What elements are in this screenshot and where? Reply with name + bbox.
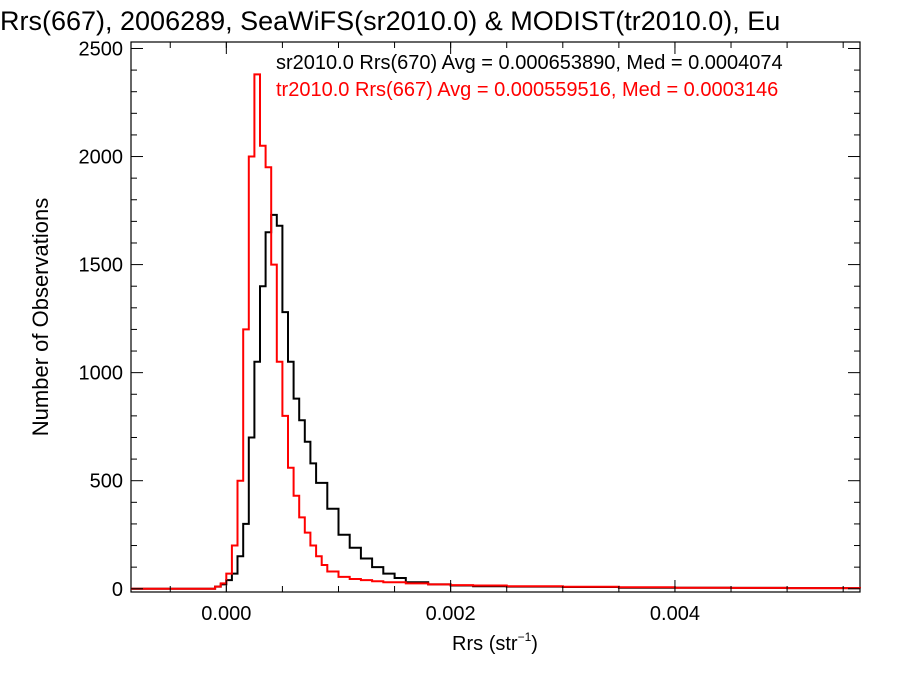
x-tick-label: 0.000 [201,603,251,625]
x-axis-label: Rrs (str−1) [452,630,538,655]
y-tick-label: 1500 [79,255,124,277]
y-tick-label: 500 [90,471,123,493]
legend-entry-black: sr2010.0 Rrs(670) Avg = 0.000653890, Med… [276,52,783,74]
y-tick-label: 1000 [79,363,124,385]
y-axis: 0 500 1000 1500 2000 2500 [79,38,860,601]
series-line-red [131,73,861,590]
y-axis-label: Number of Observations [28,198,53,436]
x-tick-label: 0.002 [426,603,476,625]
y-tick-label: 0 [112,579,123,601]
plot-frame [130,41,861,593]
legend-entry-red: tr2010.0 Rrs(667) Avg = 0.000559516, Med… [276,79,778,101]
x-tick-label: 0.004 [650,603,700,625]
y-tick-label: 2500 [79,38,124,60]
y-tick-label: 2000 [79,147,124,169]
series-lines [131,73,861,590]
chart-title: Rrs(667), 2006289, SeaWiFS(sr2010.0) & M… [0,6,780,36]
series-line-black [131,213,861,590]
x-axis: 0.000 0.002 0.004 [169,42,844,625]
